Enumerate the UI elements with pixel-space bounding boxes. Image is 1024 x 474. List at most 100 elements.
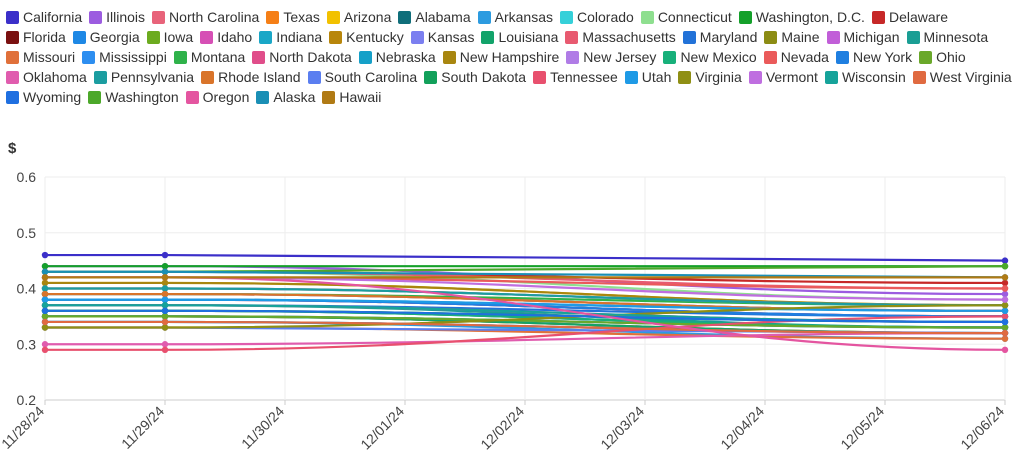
data-point-west-virginia[interactable]	[41, 318, 49, 326]
legend-item-west-virginia[interactable]: West Virginia	[912, 68, 1012, 86]
data-point-washington-d-c[interactable]	[41, 263, 49, 270]
data-point-utah[interactable]	[1001, 307, 1009, 314]
legend-item-mississippi[interactable]: Mississippi	[82, 48, 167, 66]
legend-item-massachusetts[interactable]: Massachusetts	[565, 28, 676, 46]
legend-item-oklahoma[interactable]: Oklahoma	[6, 68, 87, 86]
data-point-wisconsin[interactable]	[41, 302, 49, 309]
legend-item-washington-d-c[interactable]: Washington, D.C.	[738, 8, 865, 26]
data-point-washington-d-c[interactable]	[161, 263, 169, 270]
data-point-wyoming[interactable]	[161, 307, 169, 314]
data-point-hawaii[interactable]	[161, 274, 169, 281]
legend-item-georgia[interactable]: Georgia	[72, 28, 140, 46]
data-point-tennessee[interactable]	[161, 346, 169, 354]
legend-item-nevada[interactable]: Nevada	[763, 48, 829, 66]
legend-item-arkansas[interactable]: Arkansas	[477, 8, 553, 26]
data-point-illinois[interactable]	[1001, 290, 1009, 298]
data-point-rhode-island[interactable]	[41, 290, 49, 298]
data-point-wyoming[interactable]	[41, 307, 49, 314]
data-point-delaware[interactable]	[1001, 279, 1009, 287]
legend-item-vermont[interactable]: Vermont	[748, 68, 818, 86]
legend-item-minnesota[interactable]: Minnesota	[906, 28, 988, 46]
legend-item-nebraska[interactable]: Nebraska	[358, 48, 436, 66]
legend-item-alabama[interactable]: Alabama	[398, 8, 471, 26]
data-point-new-hampshire[interactable]	[41, 279, 49, 287]
legend-item-michigan[interactable]: Michigan	[826, 28, 900, 46]
legend-item-utah[interactable]: Utah	[624, 68, 671, 86]
legend-item-delaware[interactable]: Delaware	[871, 8, 948, 26]
series-line-pennsylvania[interactable]	[45, 287, 1006, 307]
legend-item-indiana[interactable]: Indiana	[259, 28, 322, 46]
legend-item-south-dakota[interactable]: South Dakota	[424, 68, 526, 86]
data-point-pennsylvania[interactable]	[161, 285, 169, 292]
legend-item-kentucky[interactable]: Kentucky	[329, 28, 404, 46]
legend-item-california[interactable]: California	[6, 8, 82, 26]
data-point-utah[interactable]	[41, 296, 49, 303]
legend-item-ohio[interactable]: Ohio	[919, 48, 966, 66]
data-point-california[interactable]	[161, 251, 169, 259]
legend-item-rhode-island[interactable]: Rhode Island	[201, 68, 301, 86]
legend-item-pennsylvania[interactable]: Pennsylvania	[93, 68, 194, 86]
legend-item-north-dakota[interactable]: North Dakota	[252, 48, 352, 66]
legend-item-missouri[interactable]: Missouri	[6, 48, 75, 66]
legend-item-connecticut[interactable]: Connecticut	[640, 8, 732, 26]
data-point-california[interactable]	[41, 251, 49, 259]
data-point-oregon[interactable]	[1001, 346, 1009, 354]
legend-item-new-jersey[interactable]: New Jersey	[566, 48, 656, 66]
data-point-ohio[interactable]	[161, 313, 169, 320]
data-point-virginia[interactable]	[41, 324, 49, 331]
data-point-utah[interactable]	[161, 296, 169, 303]
data-point-missouri[interactable]	[1001, 335, 1009, 342]
series-line-oregon[interactable]	[45, 276, 1006, 351]
data-point-oklahoma[interactable]	[161, 341, 169, 348]
legend-item-iowa[interactable]: Iowa	[146, 28, 193, 46]
series-line-wyoming[interactable]	[45, 309, 1006, 324]
legend-item-montana[interactable]: Montana	[173, 48, 245, 66]
legend-item-south-carolina[interactable]: South Carolina	[307, 68, 417, 86]
data-point-west-virginia[interactable]	[161, 318, 169, 326]
legend-item-maryland[interactable]: Maryland	[682, 28, 757, 46]
data-point-nevada[interactable]	[1001, 285, 1009, 292]
series-line-utah[interactable]	[45, 298, 1006, 312]
legend-item-wyoming[interactable]: Wyoming	[6, 88, 81, 106]
data-point-alaska[interactable]	[41, 268, 49, 275]
data-point-hawaii[interactable]	[1001, 274, 1009, 281]
legend-item-louisiana[interactable]: Louisiana	[481, 28, 558, 46]
series-line-california[interactable]	[45, 253, 1006, 262]
legend-item-texas[interactable]: Texas	[266, 8, 320, 26]
data-point-new-hampshire[interactable]	[161, 279, 169, 287]
legend-item-alaska[interactable]: Alaska	[256, 88, 315, 106]
legend-item-colorado[interactable]: Colorado	[559, 8, 634, 26]
legend-item-maine[interactable]: Maine	[764, 28, 820, 46]
legend-item-idaho[interactable]: Idaho	[200, 28, 252, 46]
data-point-ohio[interactable]	[41, 313, 49, 320]
legend-item-virginia[interactable]: Virginia	[678, 68, 742, 86]
legend-item-illinois[interactable]: Illinois	[89, 8, 145, 26]
legend-item-florida[interactable]: Florida	[6, 28, 66, 46]
legend-item-new-mexico[interactable]: New Mexico	[663, 48, 757, 66]
data-point-ohio[interactable]	[1001, 324, 1009, 331]
data-point-virginia[interactable]	[1001, 302, 1009, 309]
data-point-tennessee[interactable]	[41, 346, 49, 354]
data-point-hawaii[interactable]	[41, 274, 49, 281]
legend-item-hawaii[interactable]: Hawaii	[322, 88, 381, 106]
data-point-washington[interactable]	[1001, 263, 1009, 270]
legend-item-washington[interactable]: Washington	[88, 88, 179, 106]
data-point-west-virginia[interactable]	[1001, 329, 1009, 337]
series-line-ohio[interactable]	[45, 315, 1006, 329]
data-point-california[interactable]	[1001, 257, 1009, 264]
data-point-pennsylvania[interactable]	[41, 285, 49, 292]
data-point-tennessee[interactable]	[1001, 313, 1009, 320]
data-point-wisconsin[interactable]	[161, 302, 169, 309]
legend-item-north-carolina[interactable]: North Carolina	[152, 8, 259, 26]
data-point-wyoming[interactable]	[1001, 318, 1009, 326]
legend-item-arizona[interactable]: Arizona	[326, 8, 391, 26]
series-line-tennessee[interactable]	[45, 315, 1006, 351]
data-point-alaska[interactable]	[161, 268, 169, 275]
series-line-oklahoma[interactable]	[45, 332, 1006, 346]
data-point-virginia[interactable]	[161, 324, 169, 331]
data-point-rhode-island[interactable]	[161, 290, 169, 298]
data-point-oklahoma[interactable]	[41, 341, 49, 348]
legend-item-oregon[interactable]: Oregon	[185, 88, 249, 106]
legend-item-new-hampshire[interactable]: New Hampshire	[442, 48, 559, 66]
data-point-vermont[interactable]	[1001, 296, 1009, 303]
